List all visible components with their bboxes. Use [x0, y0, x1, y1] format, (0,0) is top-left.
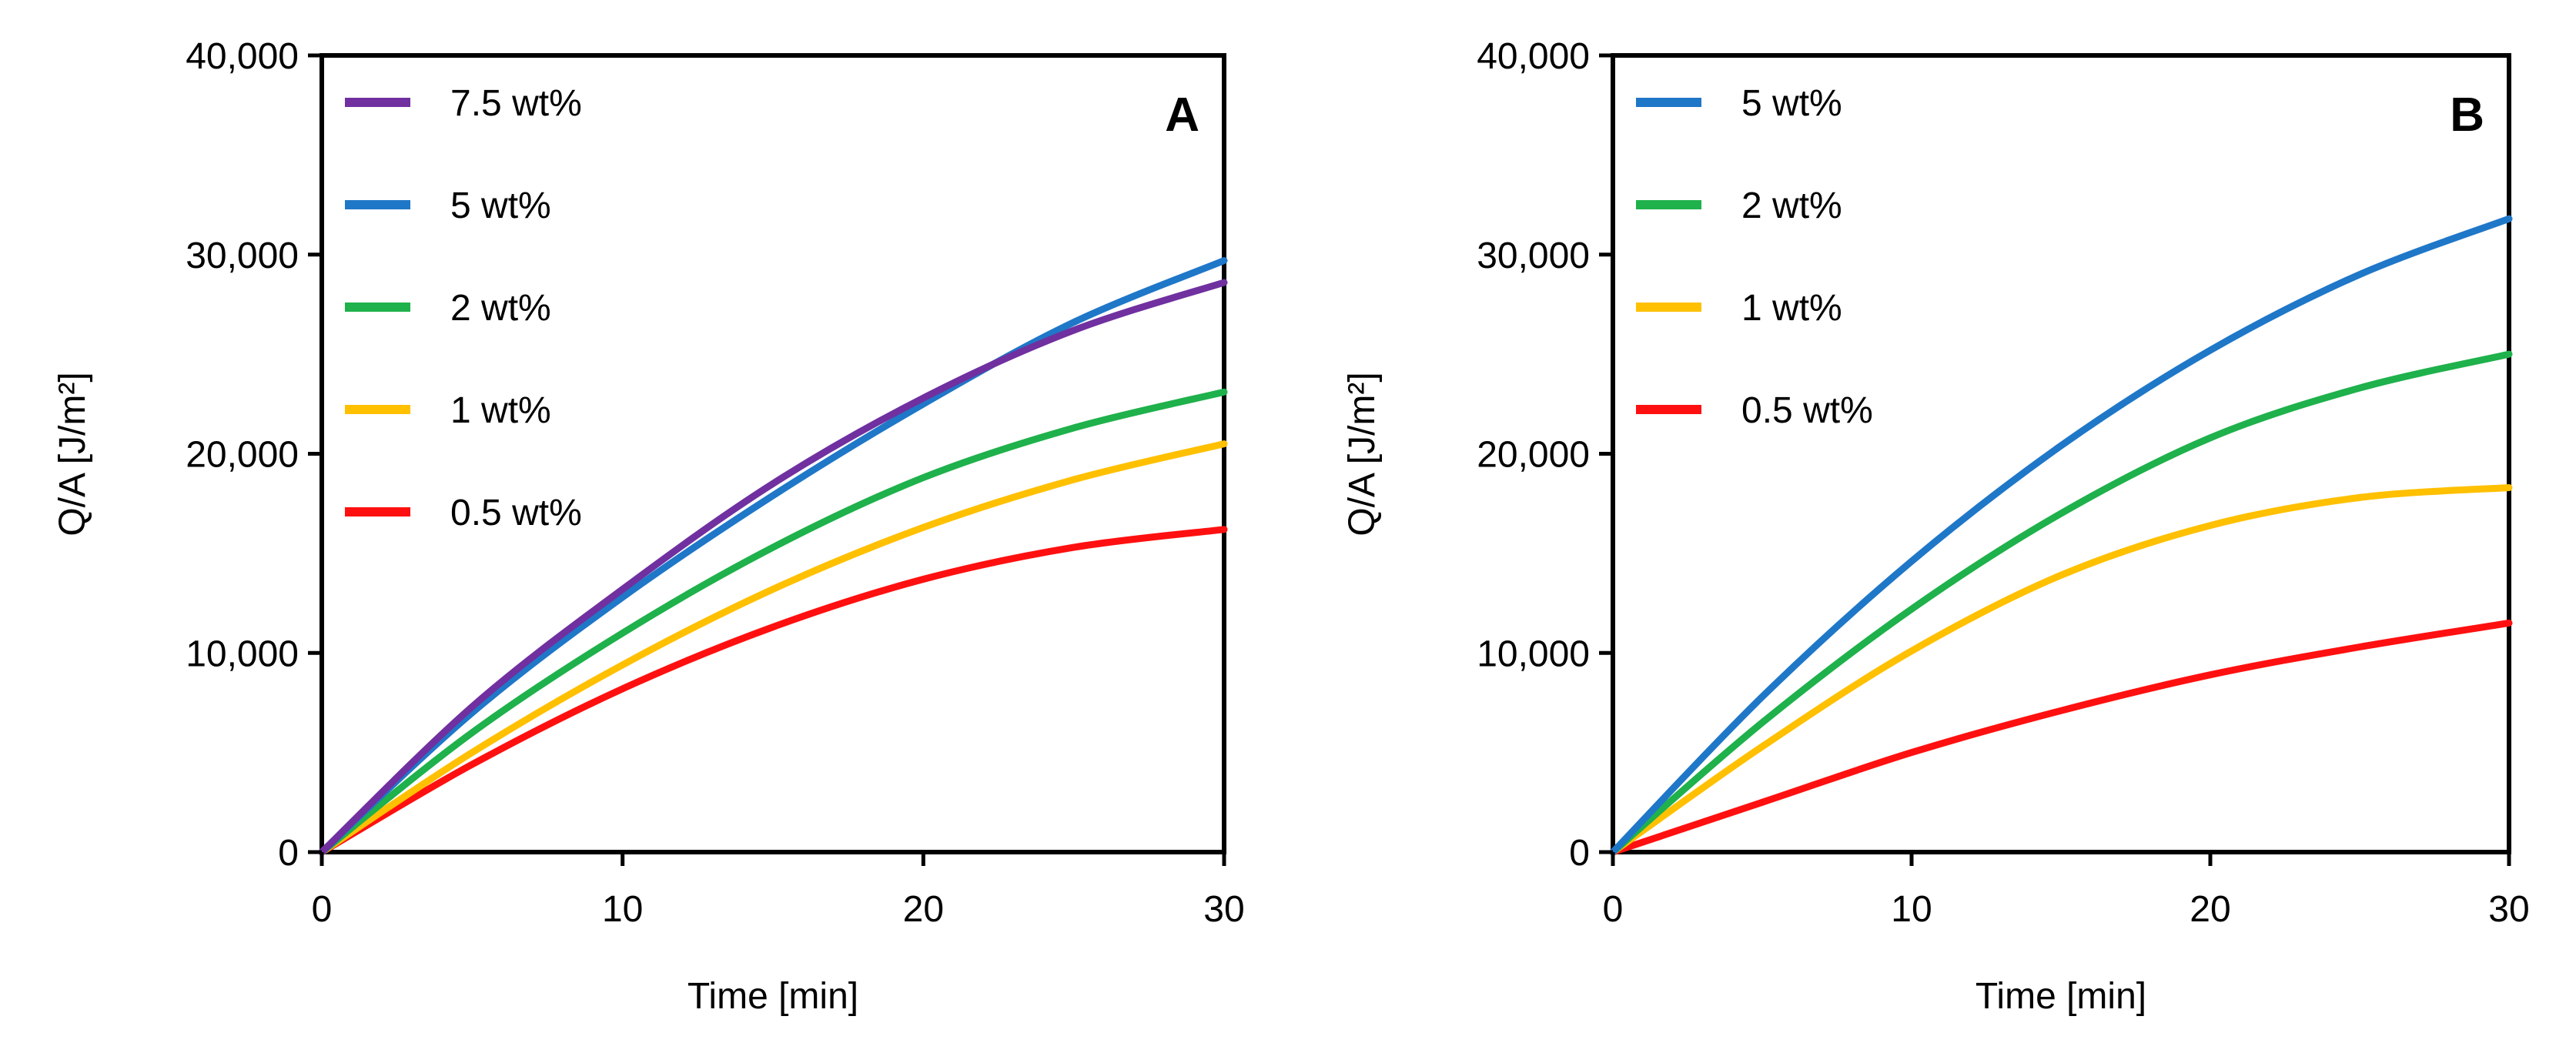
panel-a-ticks-layer: 0 10,000 20,000 30,000 40,000 0 10 20 30 [186, 36, 1245, 930]
panel-a-series-7_5wt [318, 279, 1228, 856]
panel-b-y-tick-label: 30,000 [1477, 236, 1590, 276]
panel-a-x-tick-label: 10 [602, 889, 643, 930]
panel-a-x-tick-label: 0 [312, 889, 333, 930]
panel-a-letter: A [1165, 89, 1199, 142]
legend-label: 1 wt% [450, 390, 551, 431]
panel-a-y-tick-label: 0 [278, 833, 299, 874]
panel-a-series-layer [318, 257, 1228, 856]
panel-b-legend: 5 wt% 2 wt% 1 wt% 0.5 wt% [1636, 83, 1873, 431]
panel-b-x-tick-label: 0 [1603, 889, 1624, 930]
panel-a-series-0_5wt [318, 526, 1228, 856]
panel-a-legend: 7.5 wt% 5 wt% 2 wt% 1 wt% 0.5 wt% [345, 83, 582, 533]
panel-b-series-5wt [1609, 215, 2513, 856]
panel-b-x-tick-label: 20 [2190, 889, 2230, 930]
panel-a-series-1wt [318, 440, 1228, 856]
legend-label: 2 wt% [1741, 186, 1842, 226]
panel-b-series-layer [1609, 215, 2513, 856]
panel-a: 0 10,000 20,000 30,000 40,000 0 10 20 30 7.5 wt%… [52, 36, 1245, 1017]
legend-label: 5 wt% [1741, 83, 1842, 124]
panel-a-y-tick-label: 40,000 [186, 36, 299, 77]
panel-b-x-tick-label: 30 [2488, 889, 2529, 930]
panel-b-letter: B [2450, 89, 2484, 142]
panel-b-series-1wt [1609, 484, 2513, 856]
panel-a-series-5wt [318, 257, 1228, 856]
panel-b-y-tick-label: 10,000 [1477, 633, 1590, 674]
panel-a-x-axis-label: Time [min] [687, 976, 858, 1017]
legend-label: 0.5 wt% [450, 493, 582, 533]
legend-label: 0.5 wt% [1741, 390, 1873, 431]
panel-b-ticks-layer: 0 10,000 20,000 30,000 40,000 0 10 20 30 [1477, 36, 2530, 930]
panel-a-x-tick-label: 30 [1203, 889, 1244, 930]
panel-b-y-tick-label: 0 [1569, 833, 1590, 874]
panel-b: 0 10,000 20,000 30,000 40,000 0 10 20 30 5 wt% 2 … [1342, 36, 2530, 1017]
panel-b-y-tick-label: 40,000 [1477, 36, 1590, 77]
panel-a-y-tick-label: 20,000 [186, 435, 299, 476]
panel-a-y-tick-label: 10,000 [186, 633, 299, 674]
legend-label: 7.5 wt% [450, 83, 582, 124]
panel-a-x-tick-label: 20 [903, 889, 944, 930]
panel-a-y-axis-label: Q/A [J/m²] [52, 372, 93, 536]
panel-b-y-axis-label: Q/A [J/m²] [1342, 372, 1383, 536]
legend-label: 2 wt% [450, 288, 551, 329]
panel-a-series-2wt [318, 388, 1228, 856]
panel-b-series-2wt [1609, 350, 2513, 856]
panel-b-x-tick-label: 10 [1891, 889, 1932, 930]
panel-b-series-0_5wt [1609, 619, 2513, 856]
panel-b-x-axis-label: Time [min] [1975, 976, 2146, 1017]
panel-a-plot-frame [319, 53, 1226, 854]
panel-a-y-tick-label: 30,000 [186, 236, 299, 276]
legend-label: 1 wt% [1741, 288, 1842, 329]
panel-b-y-tick-label: 20,000 [1477, 435, 1590, 476]
legend-label: 5 wt% [450, 186, 551, 226]
